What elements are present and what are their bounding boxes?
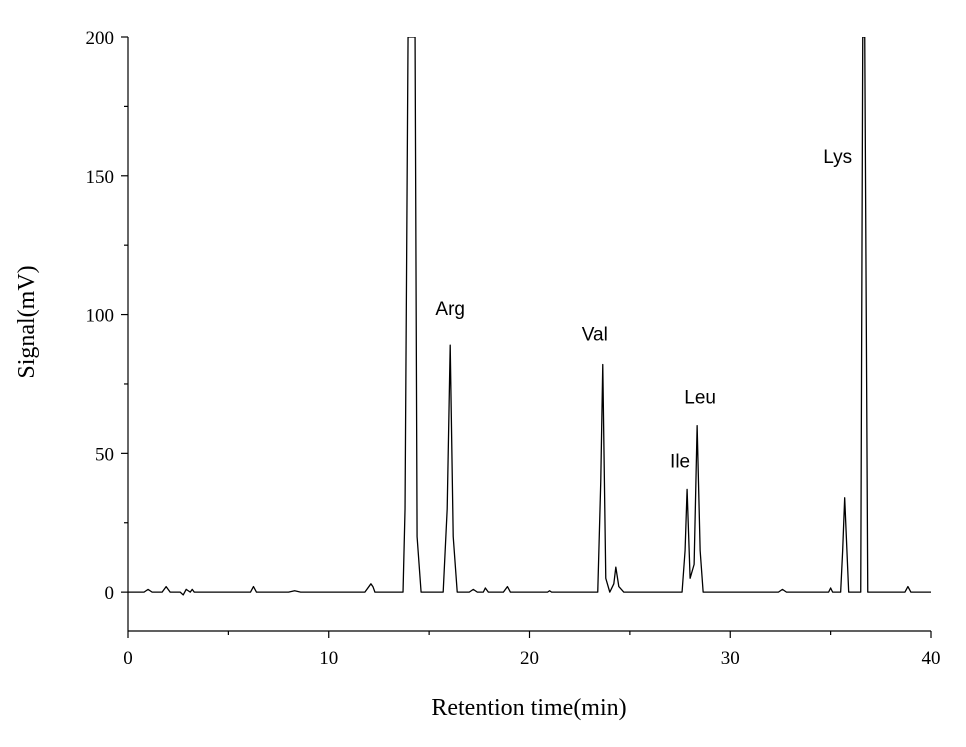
peak-label-arg: Arg (435, 299, 465, 320)
peak-annotations: Arg Val Ile Leu Lys (435, 147, 852, 472)
x-tick-label: 30 (721, 648, 740, 669)
y-tick-label: 50 (95, 444, 114, 465)
peak-label-val: Val (582, 325, 608, 346)
plot-area (128, 37, 931, 596)
y-axis-title: Signal(mV) (14, 265, 40, 378)
x-tick-label: 40 (922, 648, 941, 669)
series-line-1 (128, 37, 931, 596)
ticks: 0 10 20 30 40 0 50 100 150 200 (86, 28, 941, 669)
peak-label-leu: Leu (684, 388, 716, 409)
x-tick-label: 10 (319, 648, 338, 669)
y-tick-label: 150 (86, 167, 115, 188)
y-tick-label: 0 (105, 583, 115, 604)
axes (127, 37, 931, 632)
y-tick-label: 100 (86, 306, 115, 327)
x-tick-label: 0 (123, 648, 133, 669)
x-axis-title: Retention time(min) (431, 695, 626, 721)
peak-label-ile: Ile (670, 451, 690, 472)
y-tick-label: 200 (86, 28, 115, 49)
peak-label-lys: Lys (823, 147, 852, 168)
x-tick-label: 20 (520, 648, 539, 669)
